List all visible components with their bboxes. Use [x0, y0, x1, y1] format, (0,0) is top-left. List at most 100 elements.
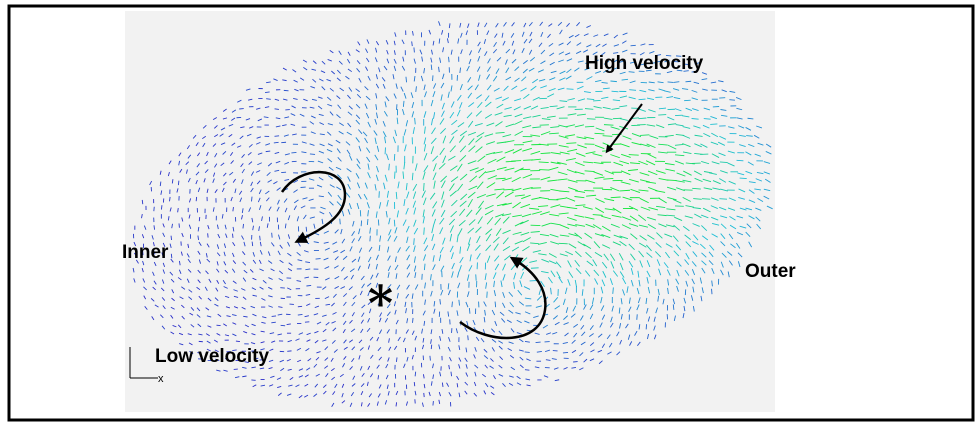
vector	[305, 268, 311, 271]
vector	[423, 144, 427, 152]
vector	[242, 251, 246, 256]
vector	[673, 224, 681, 231]
vector	[181, 232, 184, 238]
vector	[274, 169, 280, 172]
vector	[502, 216, 510, 224]
vector	[439, 299, 441, 305]
vector	[267, 179, 273, 183]
vector	[386, 153, 389, 161]
vector	[258, 226, 260, 231]
vector	[385, 211, 388, 218]
vector	[441, 328, 444, 334]
vector	[348, 286, 353, 291]
vector	[286, 393, 292, 396]
vector	[431, 118, 434, 126]
vector	[745, 127, 752, 131]
vector	[270, 242, 275, 247]
vector	[657, 214, 667, 217]
vector	[384, 292, 387, 298]
vector	[384, 174, 388, 182]
vector	[574, 34, 580, 38]
vector	[518, 338, 524, 343]
vector	[649, 50, 655, 54]
vector	[658, 143, 668, 146]
vector	[143, 295, 147, 300]
vector	[720, 269, 724, 276]
vector	[521, 47, 525, 54]
vector	[457, 122, 465, 128]
vector	[509, 302, 514, 308]
vector	[205, 307, 210, 311]
vector	[729, 224, 737, 230]
vector	[450, 101, 455, 108]
vector	[224, 334, 230, 337]
vector	[171, 179, 174, 184]
vector	[364, 137, 368, 144]
vector	[393, 40, 396, 46]
vector	[313, 223, 316, 229]
vector	[401, 39, 405, 45]
vector	[195, 179, 198, 185]
vector	[494, 188, 505, 191]
vector	[322, 384, 327, 388]
vector	[472, 319, 476, 326]
vector	[755, 207, 762, 211]
vector	[619, 339, 623, 345]
vector	[430, 274, 432, 281]
vector	[375, 41, 380, 46]
vector	[530, 231, 540, 233]
vector	[684, 215, 693, 219]
vector	[602, 43, 607, 47]
vector	[338, 60, 343, 65]
vector	[528, 21, 533, 27]
vector	[592, 224, 602, 230]
vector	[455, 328, 458, 334]
vector	[305, 294, 311, 296]
vector	[536, 350, 542, 353]
vector	[477, 216, 483, 224]
vector	[428, 29, 432, 35]
vector	[214, 349, 219, 353]
vector	[601, 279, 606, 287]
vector	[394, 129, 397, 137]
vector	[264, 91, 270, 94]
vector	[352, 375, 356, 380]
vector	[367, 256, 372, 263]
vector	[299, 77, 305, 81]
vector	[385, 374, 389, 380]
vector	[691, 89, 698, 93]
vector	[603, 124, 614, 126]
vector	[449, 136, 455, 144]
vector	[346, 168, 352, 173]
vector	[406, 264, 411, 270]
vector	[423, 84, 426, 91]
vector	[628, 306, 632, 312]
vector	[745, 207, 753, 211]
vector	[727, 251, 733, 256]
vector	[538, 196, 549, 200]
vector	[600, 51, 606, 56]
vector	[367, 172, 371, 179]
vector	[469, 254, 472, 262]
vector	[550, 188, 561, 192]
vector	[757, 197, 764, 203]
vector	[619, 105, 628, 108]
vector	[430, 99, 434, 107]
vector	[485, 151, 496, 156]
vector	[393, 93, 397, 99]
vector	[458, 364, 461, 369]
vector	[214, 303, 219, 307]
vector	[232, 206, 234, 212]
vector	[257, 118, 263, 122]
vector	[323, 390, 327, 395]
vector	[388, 217, 391, 225]
vector	[548, 277, 553, 284]
vector	[440, 180, 446, 189]
vector	[262, 316, 267, 319]
vector	[332, 391, 336, 395]
vector	[484, 204, 494, 210]
vector	[592, 51, 598, 55]
vector	[514, 113, 523, 118]
vector	[593, 106, 602, 109]
vector	[685, 280, 689, 287]
